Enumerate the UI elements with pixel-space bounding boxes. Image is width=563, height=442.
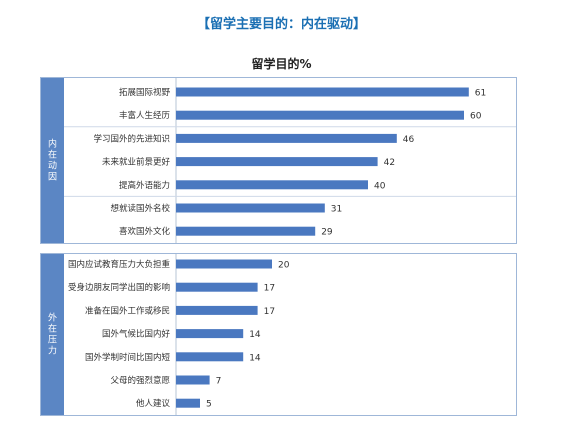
- bar: [176, 133, 397, 143]
- bar: [176, 375, 210, 385]
- chart-title: 留学目的%: [251, 57, 312, 71]
- bar: [176, 203, 325, 213]
- category-label: 父母的强烈意愿: [110, 375, 170, 386]
- bar: [176, 282, 258, 292]
- bar: [176, 398, 200, 408]
- value-label: 17: [264, 307, 275, 317]
- bar: [176, 180, 368, 190]
- category-label: 受身边朋友同学出国的影响: [68, 282, 170, 293]
- page-title: 【留学主要目的：内在驱动】: [196, 17, 366, 32]
- group-panel-2: [40, 253, 517, 416]
- value-label: 60: [470, 112, 482, 122]
- group-strip-1: [41, 78, 64, 243]
- category-label: 拓展国际视野: [119, 87, 171, 98]
- value-label: 40: [374, 181, 386, 191]
- bar: [176, 259, 272, 269]
- bar: [176, 110, 464, 120]
- category-label: 准备在国外工作或移民: [85, 305, 170, 316]
- group-strip-2: [41, 254, 64, 415]
- category-label: 国外气候比国内好: [102, 329, 171, 340]
- value-label: 14: [249, 353, 261, 363]
- category-label: 他人建议: [136, 398, 171, 409]
- category-label: 提高外语能力: [119, 180, 170, 191]
- group-label-1: 内在动因: [48, 138, 57, 183]
- value-label: 46: [403, 135, 415, 145]
- value-label: 14: [249, 330, 261, 340]
- value-label: 5: [206, 400, 212, 410]
- bar: [176, 352, 244, 362]
- category-label: 学习国外的先进知识: [93, 133, 170, 144]
- category-label: 国外学制时间比国内短: [85, 352, 171, 363]
- bar: [176, 329, 244, 339]
- value-label: 20: [278, 261, 290, 271]
- bar: [176, 157, 378, 167]
- value-label: 31: [331, 205, 342, 215]
- category-label: 想就读国外名校: [110, 203, 170, 214]
- bar: [176, 87, 469, 97]
- value-label: 29: [321, 228, 333, 238]
- category-label: 喜欢国外文化: [119, 226, 171, 237]
- category-label: 丰富人生经历: [119, 110, 171, 121]
- value-label: 17: [264, 284, 275, 294]
- bar: [176, 305, 258, 315]
- value-label: 7: [216, 377, 222, 387]
- category-label: 国内应试教育压力大负担重: [68, 259, 171, 270]
- group-label-2: 外在压力: [48, 312, 57, 357]
- value-label: 42: [384, 158, 395, 168]
- value-label: 61: [475, 89, 486, 99]
- category-label: 未来就业前景更好: [102, 157, 171, 168]
- bar: [176, 226, 316, 236]
